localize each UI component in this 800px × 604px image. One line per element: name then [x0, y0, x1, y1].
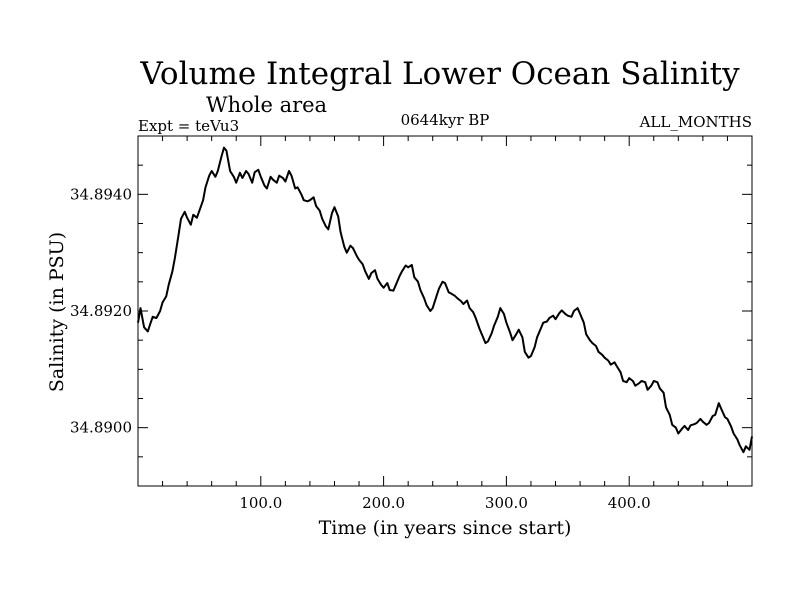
x-axis-tick-labels: 100.0 200.0 300.0 400.0	[239, 494, 650, 512]
y-tick-label: 34.8900	[70, 419, 132, 437]
y-tick-label: 34.8940	[70, 185, 132, 203]
y-axis-tick-labels: 34.8900 34.8920 34.8940	[70, 185, 132, 436]
plot-frame	[137, 135, 753, 487]
x-tick-label: 200.0	[362, 494, 405, 512]
x-tick-label: 300.0	[485, 494, 528, 512]
chart-title: Volume Integral Lower Ocean Salinity	[139, 56, 740, 92]
salinity-series-line	[137, 146, 753, 454]
period-label: 0644kyr BP	[401, 111, 490, 129]
y-tick-label: 34.8920	[70, 302, 132, 320]
x-tick-label: 100.0	[239, 494, 282, 512]
x-axis-ticks	[162, 136, 728, 486]
y-axis-ticks	[138, 164, 752, 458]
x-axis-label: Time (in years since start)	[319, 517, 572, 539]
chart-subtitle: Whole area	[206, 93, 327, 117]
y-axis-label: Salinity (in PSU)	[46, 232, 68, 392]
experiment-label: Expt = teVu3	[138, 117, 239, 135]
x-tick-label: 400.0	[608, 494, 651, 512]
months-label: ALL_MONTHS	[639, 113, 752, 131]
